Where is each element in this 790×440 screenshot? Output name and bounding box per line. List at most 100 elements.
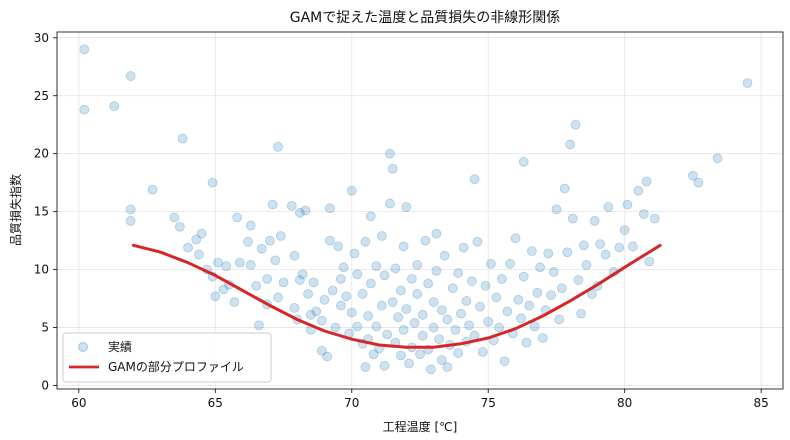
- scatter-point: [641, 176, 652, 187]
- scatter-point: [335, 300, 346, 311]
- scatter-point: [578, 240, 589, 251]
- scatter-point: [442, 362, 453, 372]
- scatter-point: [368, 349, 379, 360]
- scatter-point: [376, 231, 387, 241]
- x-tick-label: 75: [481, 396, 496, 410]
- scatter-point: [442, 314, 453, 325]
- scatter-point: [404, 358, 414, 369]
- scatter-point: [502, 306, 513, 317]
- y-tick-label: 30: [34, 31, 49, 45]
- scatter-point: [275, 231, 286, 241]
- scatter-point: [267, 199, 278, 210]
- scatter-point: [562, 247, 573, 258]
- scatter-point: [311, 306, 322, 317]
- legend-label-line: GAMの部分プロファイル: [108, 359, 244, 374]
- scatter-point: [505, 258, 515, 269]
- scatter-point: [557, 283, 567, 294]
- x-axis-label: 工程温度 [℃]: [383, 419, 458, 434]
- scatter-point: [565, 139, 576, 150]
- scatter-point: [273, 292, 283, 303]
- scatter-point: [109, 101, 120, 112]
- scatter-point: [543, 248, 554, 259]
- scatter-point: [371, 321, 382, 332]
- scatter-point: [649, 213, 660, 224]
- scatter-point: [415, 349, 425, 360]
- scatter-point: [191, 234, 202, 245]
- scatter-point: [316, 345, 327, 356]
- scatter-point: [475, 301, 485, 312]
- scatter-point: [603, 202, 614, 212]
- scatter-point: [417, 309, 428, 320]
- scatter-point: [456, 308, 466, 319]
- scatter-point: [559, 183, 570, 194]
- scatter-point: [461, 296, 472, 306]
- scatter-point: [401, 304, 412, 314]
- scatter-point: [633, 185, 644, 196]
- scatter-point: [595, 239, 606, 250]
- y-tick-label: 0: [41, 379, 49, 393]
- scatter-point: [295, 275, 305, 285]
- scatter-point: [412, 289, 423, 299]
- scatter-point: [436, 355, 447, 365]
- scatter-point: [385, 148, 395, 159]
- scatter-point: [546, 290, 556, 301]
- scatter-point: [221, 261, 232, 272]
- scatter-point: [742, 78, 753, 88]
- scatter-point: [371, 261, 382, 272]
- scatter-point: [379, 360, 390, 371]
- legend: 実績 GAMの部分プロファイル: [62, 332, 272, 383]
- scatter-point: [316, 315, 327, 326]
- scatter-point: [262, 273, 273, 284]
- scatter-point: [125, 204, 136, 215]
- scatter-point: [183, 242, 193, 253]
- x-tick-label: 60: [71, 396, 86, 410]
- y-tick-label: 20: [34, 147, 49, 161]
- scatter-point: [398, 324, 409, 335]
- scatter-point: [516, 313, 526, 324]
- scatter-point: [401, 202, 412, 212]
- legend-label-scatter: 実績: [108, 339, 132, 354]
- y-tick-label: 10: [34, 263, 49, 277]
- scatter-point: [423, 278, 434, 289]
- scatter-point: [409, 318, 420, 328]
- scatter-point: [264, 235, 275, 246]
- scatter-point: [551, 204, 562, 215]
- scatter-point: [420, 235, 431, 246]
- scatter-point: [125, 71, 136, 81]
- scatter-point: [273, 141, 283, 152]
- chart-title: GAMで捉えた温度と品質損失の非線形関係: [290, 10, 561, 26]
- plot-frame: [56, 31, 784, 390]
- x-tick-label: 85: [754, 396, 769, 410]
- scatter-point: [395, 285, 406, 296]
- scatter-point: [300, 205, 311, 216]
- scatter-points: [79, 44, 753, 375]
- scatter-point: [295, 207, 305, 218]
- scatter-point: [466, 276, 477, 287]
- scatter-point: [491, 292, 502, 303]
- scatter-point: [527, 246, 537, 256]
- x-tick-label: 65: [208, 396, 223, 410]
- scatter-point: [79, 44, 90, 55]
- scatter-point: [524, 300, 535, 311]
- legend-marker-scatter: [78, 342, 88, 352]
- gam-line-layer: [131, 243, 662, 349]
- scatter-point: [278, 277, 289, 288]
- x-tick-label: 80: [617, 396, 632, 410]
- scatter-point: [147, 184, 158, 195]
- grid-layer: [57, 32, 783, 389]
- scatter-point: [243, 236, 253, 247]
- x-tick-label: 70: [344, 396, 359, 410]
- scatter-point: [333, 241, 344, 252]
- scatter-point: [360, 236, 371, 247]
- scatter-point: [535, 262, 545, 273]
- scatter-point: [330, 322, 341, 333]
- scatter-point: [286, 200, 297, 211]
- scatter-point: [567, 213, 578, 224]
- scatter-point: [622, 199, 633, 210]
- scatter-point: [458, 242, 469, 253]
- scatter-point: [207, 177, 218, 188]
- tick-layer: 60 65 70 75 80 85 0 5 10 15 20 25 30: [34, 31, 769, 410]
- scatter-point: [428, 322, 439, 333]
- scatter-point: [513, 294, 524, 305]
